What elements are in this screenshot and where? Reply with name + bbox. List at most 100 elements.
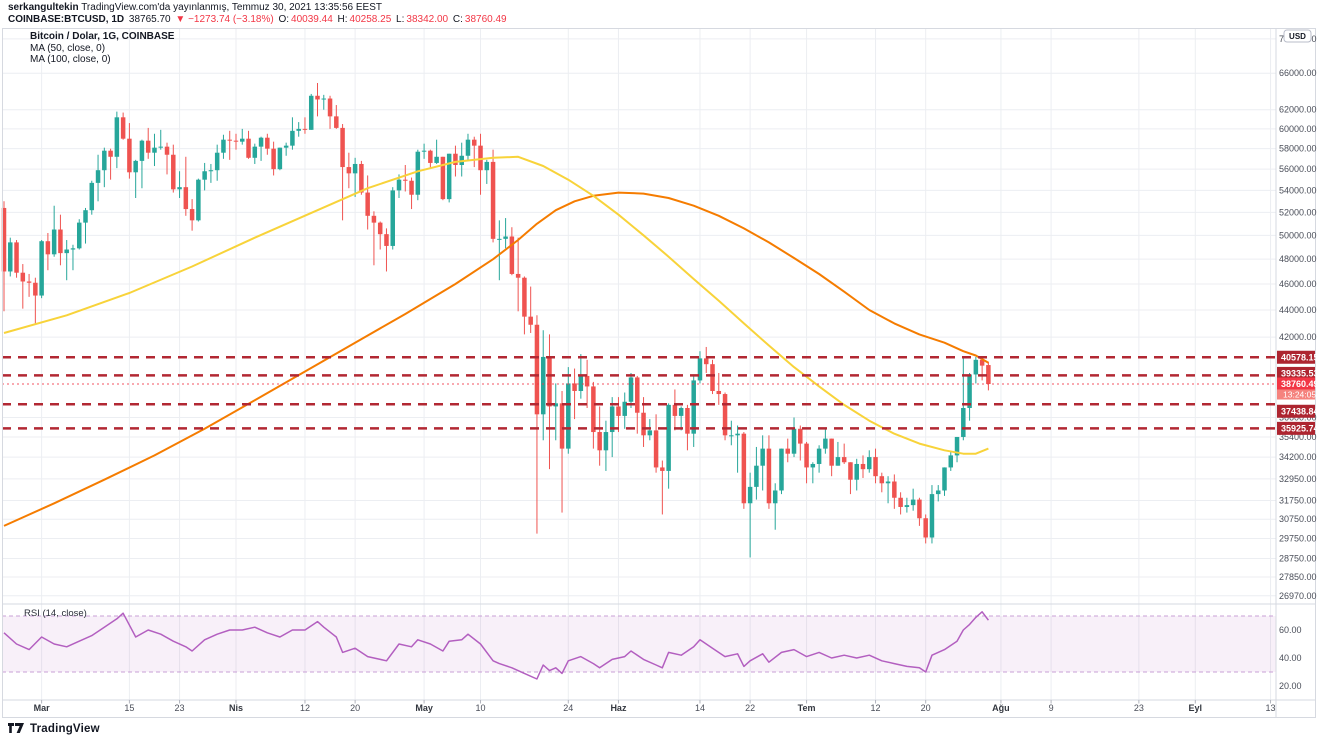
candle-body (384, 234, 389, 246)
svg-text:Nis: Nis (229, 703, 243, 713)
candle-body (628, 377, 634, 402)
svg-text:31750.00: 31750.00 (1279, 496, 1317, 506)
svg-text:13: 13 (1266, 703, 1276, 713)
candle-body (772, 490, 778, 504)
candle-body (647, 430, 653, 436)
candle-body (39, 241, 44, 296)
candle-body (672, 404, 678, 416)
price-chart[interactable]: Mar 15 23 Nis 12 20 May 10 24 Haz 14 22 Tem 12 20 Ağu 9 2… (0, 28, 1320, 718)
svg-text:23: 23 (1134, 703, 1144, 713)
candle-body (854, 463, 859, 480)
ma50-line[interactable] (3, 155, 989, 455)
ma100-line[interactable] (3, 191, 989, 527)
candle-body (747, 486, 753, 504)
rsi-line[interactable] (3, 611, 989, 680)
svg-text:24: 24 (563, 703, 573, 713)
candle-body (660, 467, 665, 471)
low-label: L: (396, 14, 405, 25)
candle-body (961, 408, 966, 437)
candle-body (233, 140, 239, 142)
svg-text:23: 23 (175, 703, 185, 713)
svg-text:30750.00: 30750.00 (1279, 514, 1317, 524)
currency-badge[interactable] (1283, 29, 1312, 43)
svg-text:37438.84: 37438.84 (1281, 406, 1319, 416)
candle-body (779, 448, 784, 491)
candle-body (158, 146, 163, 148)
candle-body (70, 248, 76, 250)
svg-text:44000.00: 44000.00 (1279, 305, 1317, 315)
legend-ma100[interactable]: MA (100, close, 0) (30, 54, 111, 65)
svg-text:40578.15: 40578.15 (1281, 352, 1319, 362)
high-value: 40258.25 (349, 14, 392, 25)
candle-body (910, 499, 916, 506)
price-level-badges (1277, 350, 1315, 435)
candle-body (296, 128, 301, 131)
rsi-pane-label[interactable]: RSI (14, close) (24, 608, 87, 619)
chart-surface[interactable]: Mar 15 23 Nis 12 20 May 10 24 Haz 14 22 Tem 12 20 Ağu 9 2… (0, 28, 1320, 718)
candle-body (45, 241, 51, 255)
candlestick-series[interactable] (1, 83, 991, 558)
candle-body (892, 481, 897, 498)
candle-body (252, 146, 258, 158)
candle-body (465, 139, 471, 156)
candle-body (14, 242, 19, 273)
price-level-lines[interactable] (2, 356, 1276, 430)
candle-body (440, 156, 446, 200)
svg-text:14: 14 (695, 703, 705, 713)
candle-body (816, 448, 822, 464)
candle-body (534, 324, 540, 415)
candle-body (509, 236, 515, 274)
open-label: O: (278, 14, 290, 25)
svg-text:Haz: Haz (610, 703, 627, 713)
legend-ma50[interactable]: MA (50, close, 0) (30, 42, 106, 54)
candle-body (841, 457, 847, 463)
candle-body (227, 139, 232, 141)
svg-text:58000.00: 58000.00 (1279, 144, 1317, 154)
candle-body (559, 403, 565, 449)
candle-body (597, 432, 602, 451)
chart-frame (2, 28, 1316, 718)
candle-body (760, 448, 765, 466)
candle-body (710, 364, 715, 391)
symbol-ohlc-line: COINBASE:BTCUSD, 1D 38765.70 ▼ −1273.74 … (8, 14, 509, 26)
candle-body (798, 428, 803, 444)
candle-body (703, 358, 709, 365)
candle-body (371, 215, 377, 223)
candle-body (415, 151, 421, 195)
svg-text:20.00: 20.00 (1279, 681, 1302, 691)
candle-body (867, 457, 872, 470)
candle-body (917, 499, 922, 519)
candle-body (365, 192, 370, 216)
svg-text:60.00: 60.00 (1279, 625, 1302, 635)
candle-body (591, 386, 596, 433)
candle-body (327, 98, 333, 117)
candle-body (522, 277, 527, 317)
svg-text:52000.00: 52000.00 (1279, 207, 1317, 217)
candle-body (127, 138, 132, 173)
candle-body (885, 481, 891, 484)
grid (2, 28, 1276, 700)
candle-body (616, 406, 621, 416)
candle-body (271, 148, 276, 170)
candle-body (835, 457, 841, 466)
svg-text:12: 12 (300, 703, 310, 713)
candle-body (434, 156, 439, 163)
candle-body (848, 462, 853, 480)
svg-text:54000.00: 54000.00 (1279, 185, 1317, 195)
svg-text:39335.53: 39335.53 (1281, 369, 1319, 379)
attribution-bar[interactable]: TradingView (8, 721, 100, 737)
candle-body (973, 359, 979, 375)
candle-body (315, 95, 320, 100)
time-axis[interactable] (41, 700, 1272, 704)
candle-body (33, 282, 38, 296)
candle-body (152, 147, 157, 153)
chart-legend[interactable]: Bitcoin / Dolar, 1G, COINBASE MA (50, cl… (30, 31, 174, 66)
candle-body (102, 150, 107, 171)
publisher-name: serkangultekin (8, 2, 79, 13)
legend-symbol-title[interactable]: Bitcoin / Dolar, 1G, COINBASE (30, 31, 175, 42)
publish-info: TradingView.com'da yayınlanmış, Temmuz 3… (78, 2, 382, 13)
candle-body (1, 207, 7, 272)
svg-text:50000.00: 50000.00 (1279, 230, 1317, 240)
candle-body (83, 210, 88, 223)
candle-body (578, 375, 584, 391)
